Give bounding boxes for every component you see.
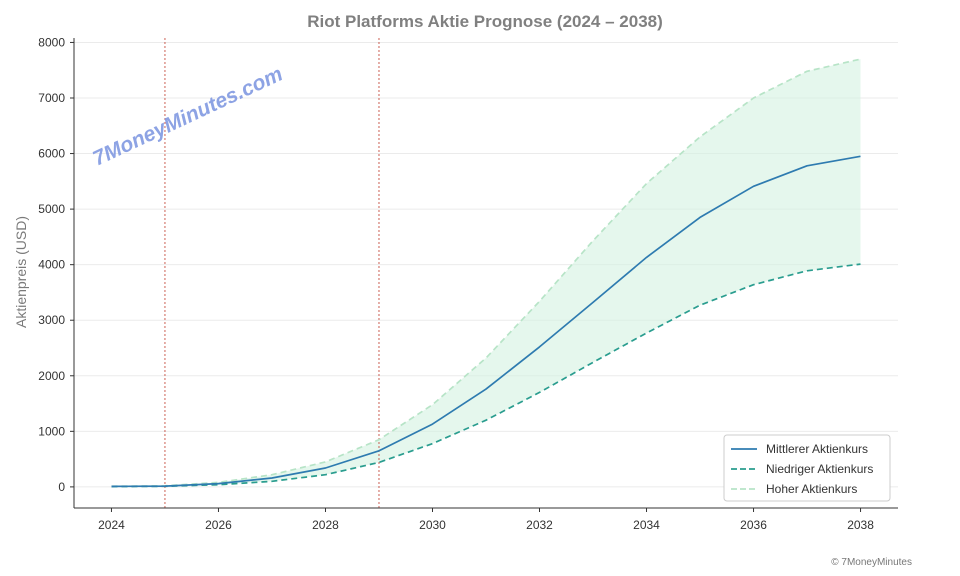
y-tick-label-2: 2000 — [38, 369, 65, 383]
x-tick-label-3: 2030 — [419, 518, 446, 532]
y-tick-label-0: 0 — [58, 480, 65, 494]
chart-title: Riot Platforms Aktie Prognose (2024 – 20… — [307, 12, 663, 31]
copyright-note: © 7MoneyMinutes — [831, 557, 912, 568]
tick-layer: 0 1000 2000 3000 4000 5000 6000 7000 8000 2024 202… — [38, 35, 874, 532]
y-tick-label-8: 8000 — [38, 35, 65, 49]
watermark-logo: 7MoneyMinutes.com — [89, 62, 286, 170]
x-tick-label-7: 2038 — [847, 518, 874, 532]
y-tick-label-4: 4000 — [38, 258, 65, 272]
legend: Mittlerer Aktienkurs Niedriger Aktienkurs… — [723, 434, 891, 502]
fill-band — [111, 59, 861, 487]
axis-layer — [73, 38, 898, 509]
series-line-2 — [111, 58, 861, 488]
y-tick-label-6: 6000 — [38, 147, 65, 161]
y-axis-label: Aktienpreis (USD) — [13, 216, 29, 328]
x-tick-label-5: 2034 — [633, 518, 660, 532]
series-line-0 — [111, 155, 861, 488]
x-tick-label-1: 2026 — [205, 518, 232, 532]
fill-layer — [111, 59, 861, 487]
x-tick-label-6: 2036 — [740, 518, 767, 532]
y-tick-label-3: 3000 — [38, 313, 65, 327]
series-layer — [111, 58, 861, 488]
x-tick-label-2: 2028 — [312, 518, 339, 532]
y-tick-label-7: 7000 — [38, 91, 65, 105]
legend-label-0: Mittlerer Aktienkurs — [766, 442, 868, 456]
legend-label-2: Hoher Aktienkurs — [766, 482, 857, 496]
x-tick-label-4: 2032 — [526, 518, 553, 532]
y-tick-label-5: 5000 — [38, 202, 65, 216]
legend-label-1: Niedriger Aktienkurs — [766, 462, 873, 476]
y-tick-label-1: 1000 — [38, 424, 65, 438]
grid-layer — [74, 41, 898, 488]
legend-items: Mittlerer Aktienkurs Niedriger Aktienkurs… — [731, 442, 873, 496]
x-tick-label-0: 2024 — [98, 518, 125, 532]
series-line-1 — [111, 263, 861, 488]
legend-box — [723, 434, 891, 502]
